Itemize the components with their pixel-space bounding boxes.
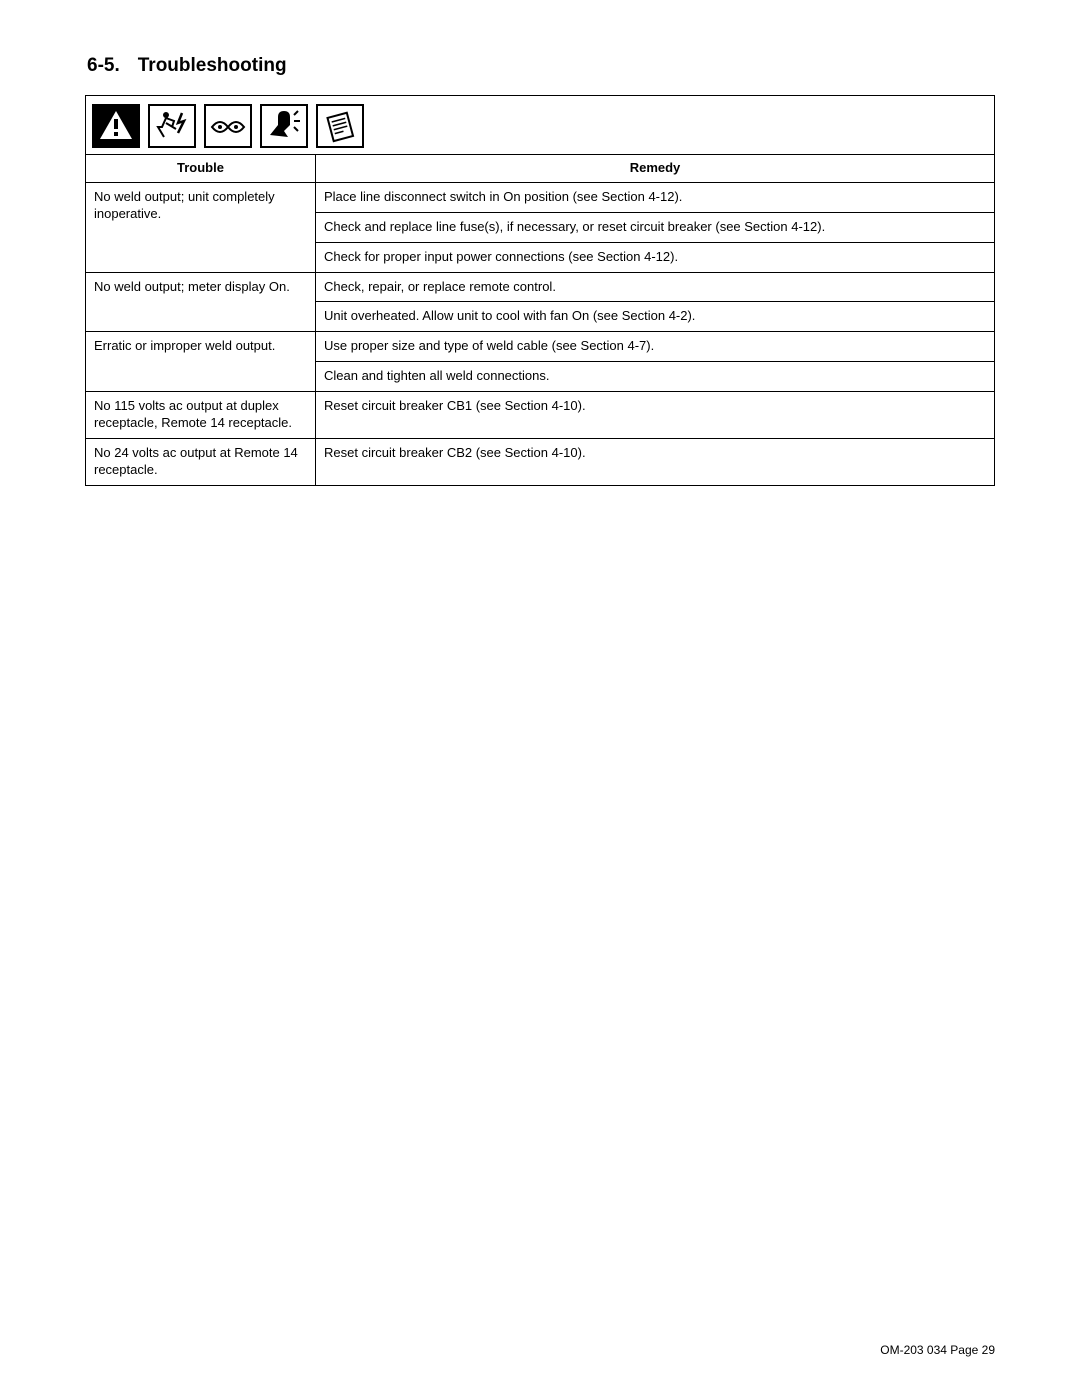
table-row: Erratic or improper weld output.Use prop…: [86, 332, 995, 362]
remedy-cell: Place line disconnect switch in On posit…: [316, 182, 995, 212]
trouble-cell: Erratic or improper weld output.: [86, 332, 316, 392]
remedy-cell: Use proper size and type of weld cable (…: [316, 332, 995, 362]
section-title-text: Troubleshooting: [138, 55, 287, 76]
table-row: No weld output; unit completely inoperat…: [86, 182, 995, 212]
column-header-trouble: Trouble: [86, 155, 316, 183]
document-page: 6-5.Troubleshooting TroubleRemedyNo weld…: [0, 0, 1080, 1397]
table-row: No weld output; meter display On.Check, …: [86, 272, 995, 302]
remedy-cell: Check and replace line fuse(s), if neces…: [316, 212, 995, 242]
section-heading: 6-5. Troubleshooting: [85, 55, 995, 77]
remedy-cell: Check for proper input power connections…: [316, 242, 995, 272]
remedy-cell: Reset circuit breaker CB1 (see Section 4…: [316, 392, 995, 439]
table-row: No 115 volts ac output at duplex recepta…: [86, 392, 995, 439]
eye-protection-icon: [204, 104, 252, 148]
troubleshooting-table: TroubleRemedyNo weld output; unit comple…: [85, 95, 995, 486]
read-manual-icon: [316, 104, 364, 148]
page-footer: OM-203 034 Page 29: [880, 1343, 995, 1357]
remedy-cell: Reset circuit breaker CB2 (see Section 4…: [316, 438, 995, 485]
remedy-cell: Check, repair, or replace remote control…: [316, 272, 995, 302]
trouble-cell: No 115 volts ac output at duplex recepta…: [86, 392, 316, 439]
section-number: 6-5.: [87, 55, 120, 77]
warning-icon: [92, 104, 140, 148]
table-row: No 24 volts ac output at Remote 14 recep…: [86, 438, 995, 485]
safety-icons-row: [86, 96, 995, 155]
remedy-cell: Clean and tighten all weld connections.: [316, 362, 995, 392]
trouble-cell: No weld output; meter display On.: [86, 272, 316, 332]
trouble-cell: No 24 volts ac output at Remote 14 recep…: [86, 438, 316, 485]
column-header-remedy: Remedy: [316, 155, 995, 183]
hot-surface-icon: [260, 104, 308, 148]
electric-shock-icon: [148, 104, 196, 148]
remedy-cell: Unit overheated. Allow unit to cool with…: [316, 302, 995, 332]
trouble-cell: No weld output; unit completely inoperat…: [86, 182, 316, 272]
